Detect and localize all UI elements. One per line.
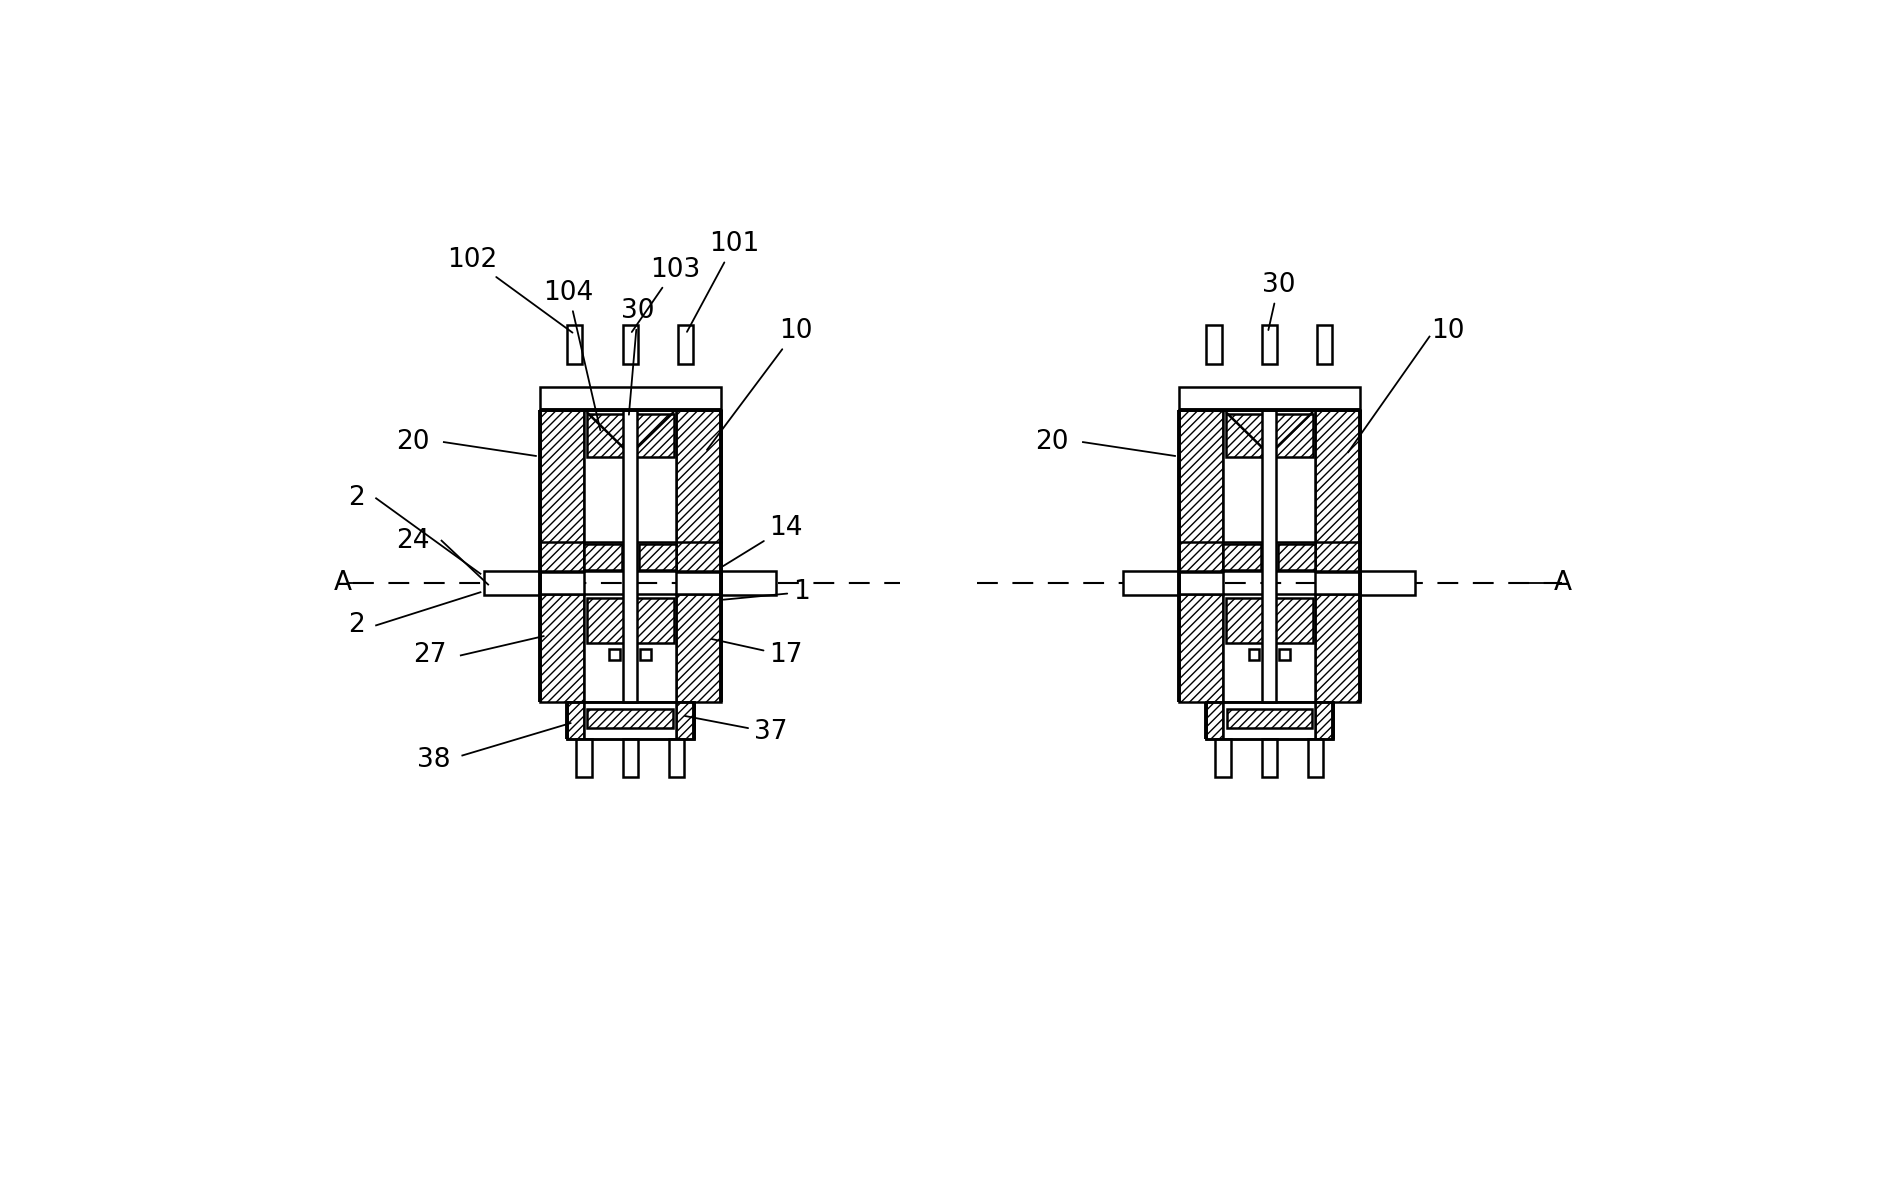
Bar [566, 702, 585, 739]
Text: 17: 17 [712, 639, 803, 669]
Bar [1227, 415, 1314, 456]
Text: A: A [1554, 570, 1573, 596]
Bar [1206, 326, 1221, 364]
Bar [1179, 573, 1223, 594]
Bar [676, 573, 721, 594]
Text: 10: 10 [1431, 318, 1465, 345]
Bar [1359, 571, 1416, 594]
Bar [540, 573, 585, 594]
Bar [1278, 544, 1316, 570]
Bar [1179, 410, 1223, 571]
Text: 27: 27 [413, 643, 447, 669]
Bar [585, 410, 676, 571]
Bar [1261, 326, 1278, 364]
Bar [585, 594, 676, 702]
Bar [610, 649, 621, 661]
Bar [640, 649, 651, 661]
Text: 14: 14 [723, 514, 803, 567]
Bar [623, 739, 638, 777]
Bar [587, 599, 674, 643]
Text: 103: 103 [632, 257, 700, 331]
Bar [540, 410, 585, 571]
Text: 2: 2 [348, 486, 365, 511]
Bar [585, 544, 621, 570]
Text: 20: 20 [1035, 429, 1070, 455]
Bar [676, 594, 721, 702]
Text: 1: 1 [723, 580, 810, 605]
Bar [1316, 594, 1359, 702]
Bar [540, 594, 585, 702]
Bar [623, 410, 638, 702]
Bar [1227, 709, 1312, 728]
Bar [1179, 386, 1359, 410]
Bar [1249, 649, 1259, 661]
Bar [1215, 739, 1230, 777]
Text: 30: 30 [621, 298, 655, 415]
Bar [1223, 594, 1316, 702]
Text: A: A [333, 570, 352, 596]
Bar [1261, 739, 1278, 777]
Bar [1318, 326, 1333, 364]
Bar [1223, 410, 1316, 571]
Text: 37: 37 [685, 716, 787, 745]
Bar [540, 386, 721, 410]
Text: 24: 24 [396, 527, 430, 554]
Bar [575, 739, 593, 777]
Text: 30: 30 [1263, 272, 1295, 330]
Bar [1223, 702, 1316, 739]
Bar [1316, 410, 1359, 571]
Bar [678, 326, 693, 364]
Text: 20: 20 [396, 429, 430, 455]
Text: 101: 101 [687, 232, 759, 331]
Bar [1179, 594, 1223, 702]
Bar [1316, 573, 1359, 594]
Bar [1227, 599, 1314, 643]
Bar [1206, 702, 1223, 739]
Bar [1308, 739, 1323, 777]
Bar [1123, 571, 1179, 594]
Text: 104: 104 [543, 279, 600, 430]
Bar [568, 326, 583, 364]
Bar [585, 702, 676, 739]
Bar [623, 326, 638, 364]
Bar [485, 571, 540, 594]
Bar [676, 410, 721, 571]
Bar [587, 709, 672, 728]
Bar [1223, 544, 1261, 570]
Text: 102: 102 [447, 247, 572, 333]
Bar [1263, 410, 1276, 702]
Text: 38: 38 [416, 747, 451, 773]
Text: 10: 10 [706, 318, 812, 450]
Bar [638, 544, 676, 570]
Bar [668, 739, 683, 777]
Bar [676, 702, 693, 739]
Bar [1316, 702, 1333, 739]
Bar [1280, 649, 1291, 661]
Bar [587, 415, 674, 456]
Text: 2: 2 [348, 612, 365, 638]
Bar [721, 571, 776, 594]
